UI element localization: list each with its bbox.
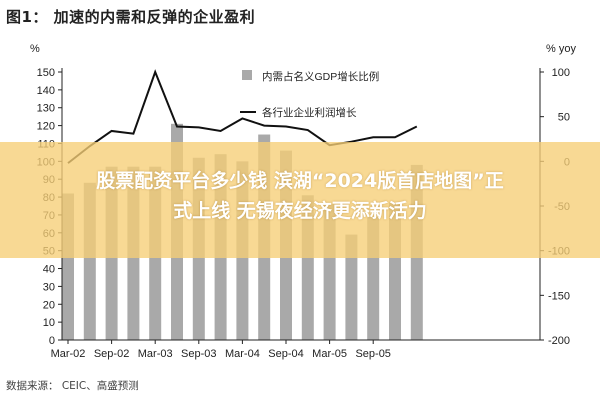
source-note: 数据来源： CEIC、高盛预测 bbox=[6, 380, 139, 392]
left-axis-unit: % bbox=[30, 43, 40, 55]
x-tick-label: Sep-05 bbox=[355, 348, 390, 360]
left-tick-label: 120 bbox=[37, 121, 55, 133]
x-tick-label: Sep-02 bbox=[94, 348, 129, 360]
right-axis-unit: % yoy bbox=[546, 43, 576, 55]
left-tick-label: 30 bbox=[43, 281, 55, 293]
left-tick-label: 150 bbox=[37, 67, 55, 79]
figure-title: 图1： 加速的内需和反弹的企业盈利 bbox=[6, 8, 256, 26]
x-tick-label: Mar-03 bbox=[138, 348, 173, 360]
x-tick-label: Mar-05 bbox=[312, 348, 347, 360]
legend: 内需占名义GDP增长比例 各行业企业利润增长 bbox=[240, 70, 379, 119]
left-tick-label: 0 bbox=[49, 335, 55, 347]
overlay-headline-line2: 式上线 无锡夜经济更添新活力 bbox=[173, 200, 427, 222]
right-tick-label: -200 bbox=[548, 335, 570, 347]
left-tick-label: 130 bbox=[37, 103, 55, 115]
series-line bbox=[67, 69, 418, 164]
legend-bar-label: 内需占名义GDP增长比例 bbox=[262, 70, 379, 83]
right-tick-label: -150 bbox=[548, 290, 570, 302]
x-tick-label: Sep-04 bbox=[268, 348, 303, 360]
right-tick-label: 50 bbox=[558, 112, 570, 124]
left-tick-label: 20 bbox=[43, 299, 55, 311]
bar bbox=[345, 234, 358, 340]
legend-line-label: 各行业企业利润增长 bbox=[262, 106, 357, 119]
overlay-headline[interactable]: 股票配资平台多少钱 滨湖“2024版首店地图”正 式上线 无锡夜经济更添新活力 bbox=[10, 166, 590, 226]
overlay-banner bbox=[0, 142, 600, 258]
line-series bbox=[67, 69, 418, 164]
x-tick-label: Sep-03 bbox=[181, 348, 216, 360]
x-tick-label: Mar-02 bbox=[51, 348, 86, 360]
right-tick-label: 100 bbox=[552, 67, 570, 79]
left-tick-label: 10 bbox=[43, 317, 55, 329]
left-tick-label: 140 bbox=[37, 85, 55, 97]
x-tick-label: Mar-04 bbox=[225, 348, 260, 360]
legend-bar-swatch bbox=[242, 70, 252, 80]
left-tick-label: 40 bbox=[43, 264, 55, 276]
overlay-headline-line1: 股票配资平台多少钱 滨湖“2024版首店地图”正 bbox=[96, 170, 504, 192]
